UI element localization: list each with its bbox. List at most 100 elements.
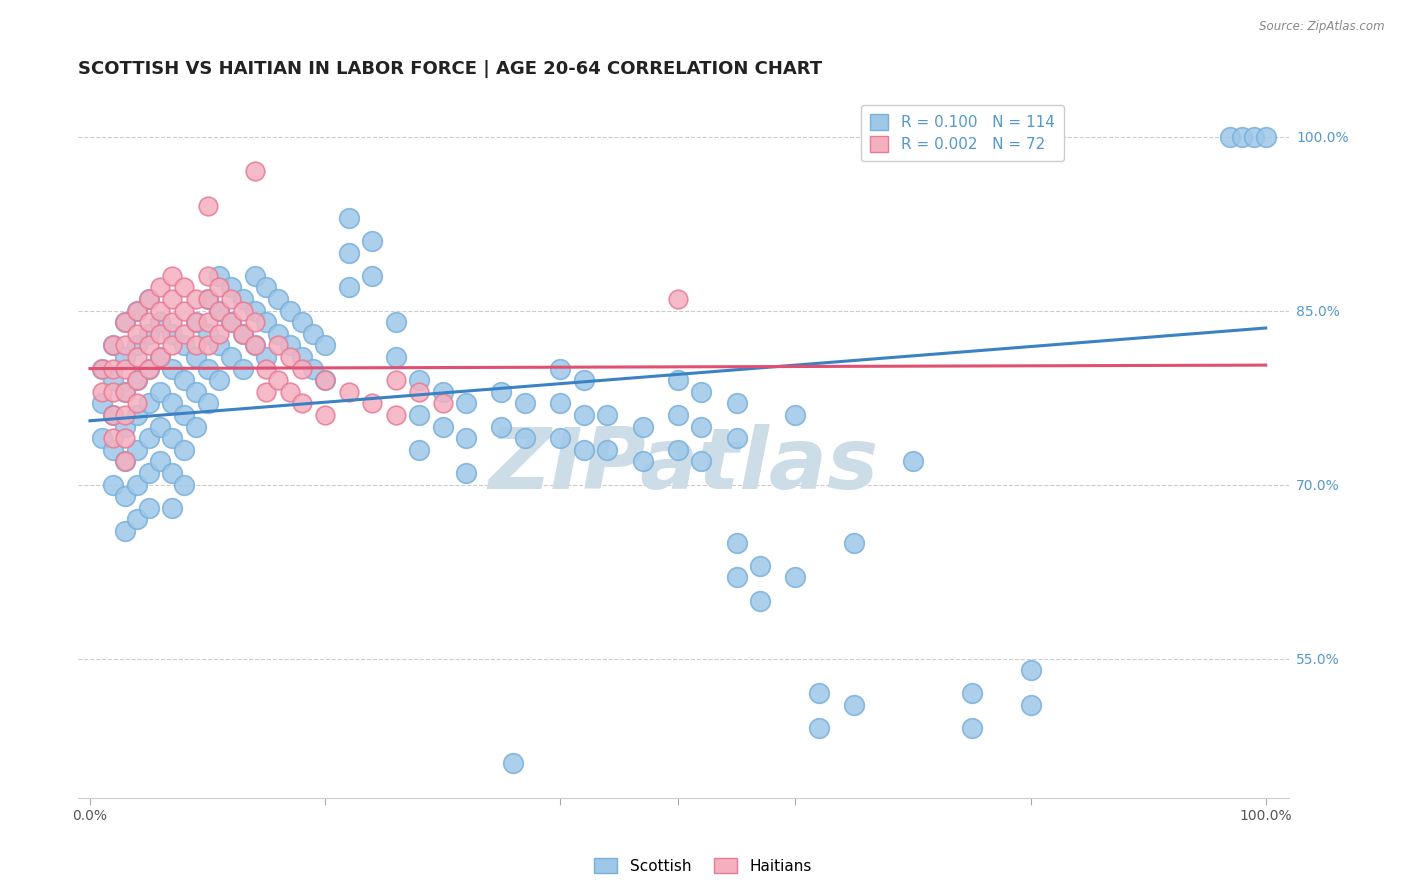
Point xyxy=(408,384,430,399)
Point xyxy=(138,466,160,480)
Point xyxy=(125,408,148,422)
Point xyxy=(149,454,172,468)
Point xyxy=(160,326,183,341)
Point xyxy=(278,303,301,318)
Point xyxy=(219,280,242,294)
Point xyxy=(114,315,136,329)
Point xyxy=(125,303,148,318)
Point xyxy=(208,303,231,318)
Point xyxy=(103,373,125,387)
Legend: R = 0.100   N = 114, R = 0.002   N = 72: R = 0.100 N = 114, R = 0.002 N = 72 xyxy=(860,105,1063,161)
Point xyxy=(184,338,207,352)
Point xyxy=(513,396,536,410)
Point xyxy=(749,593,772,607)
Text: Source: ZipAtlas.com: Source: ZipAtlas.com xyxy=(1260,20,1385,33)
Point xyxy=(232,292,254,306)
Point xyxy=(197,292,219,306)
Point xyxy=(114,524,136,538)
Point xyxy=(725,396,748,410)
Point xyxy=(138,292,160,306)
Point xyxy=(149,315,172,329)
Point xyxy=(725,535,748,549)
Point xyxy=(160,361,183,376)
Point xyxy=(103,408,125,422)
Point xyxy=(807,686,830,700)
Point xyxy=(432,384,454,399)
Point xyxy=(572,442,595,457)
Point xyxy=(173,280,195,294)
Point xyxy=(160,338,183,352)
Point xyxy=(960,686,983,700)
Point xyxy=(290,315,312,329)
Point xyxy=(361,234,384,248)
Point xyxy=(666,292,689,306)
Point xyxy=(125,477,148,491)
Point xyxy=(408,442,430,457)
Point xyxy=(219,315,242,329)
Point xyxy=(160,396,183,410)
Point xyxy=(278,350,301,364)
Point xyxy=(1254,129,1277,144)
Point xyxy=(361,268,384,283)
Point xyxy=(184,350,207,364)
Point xyxy=(290,350,312,364)
Point xyxy=(666,408,689,422)
Point xyxy=(232,326,254,341)
Point xyxy=(208,326,231,341)
Point xyxy=(138,361,160,376)
Point xyxy=(160,268,183,283)
Point xyxy=(725,570,748,584)
Point xyxy=(114,384,136,399)
Point xyxy=(149,350,172,364)
Point xyxy=(631,454,654,468)
Point xyxy=(302,326,325,341)
Point xyxy=(90,361,112,376)
Point xyxy=(243,338,266,352)
Point xyxy=(232,303,254,318)
Point xyxy=(114,454,136,468)
Point xyxy=(160,500,183,515)
Point xyxy=(138,500,160,515)
Point xyxy=(337,245,360,260)
Point xyxy=(184,292,207,306)
Point xyxy=(666,373,689,387)
Point xyxy=(219,292,242,306)
Point xyxy=(125,338,148,352)
Point xyxy=(103,477,125,491)
Point xyxy=(807,721,830,735)
Point xyxy=(314,408,336,422)
Point xyxy=(254,315,277,329)
Point xyxy=(197,315,219,329)
Point xyxy=(125,442,148,457)
Point xyxy=(548,361,571,376)
Point xyxy=(844,698,866,712)
Point xyxy=(138,315,160,329)
Point xyxy=(197,268,219,283)
Point xyxy=(384,350,406,364)
Point xyxy=(901,454,924,468)
Point xyxy=(243,268,266,283)
Point xyxy=(208,303,231,318)
Point xyxy=(384,373,406,387)
Point xyxy=(254,384,277,399)
Point xyxy=(290,396,312,410)
Point xyxy=(114,338,136,352)
Point xyxy=(197,361,219,376)
Point xyxy=(548,431,571,445)
Point xyxy=(254,350,277,364)
Point xyxy=(384,315,406,329)
Point xyxy=(173,326,195,341)
Text: ZIPatlas: ZIPatlas xyxy=(488,424,879,507)
Point xyxy=(267,326,290,341)
Point xyxy=(160,466,183,480)
Point xyxy=(149,384,172,399)
Point xyxy=(208,373,231,387)
Point xyxy=(125,326,148,341)
Point xyxy=(173,303,195,318)
Point xyxy=(138,396,160,410)
Point xyxy=(254,361,277,376)
Point xyxy=(456,431,478,445)
Point xyxy=(690,419,713,434)
Point xyxy=(408,408,430,422)
Point xyxy=(208,280,231,294)
